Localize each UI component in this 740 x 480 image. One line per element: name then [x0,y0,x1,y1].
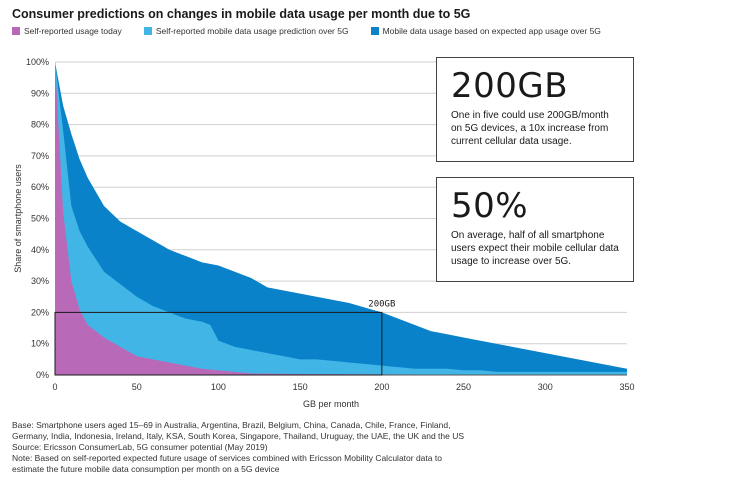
legend-item-prediction-5g: Self-reported mobile data usage predicti… [143,26,349,36]
legend-item-usage-today: Self-reported usage today [12,26,122,36]
annotation-200gb-label: 200GB [368,299,395,309]
callout-50pct-text: On average, half of all smartphone users… [451,230,619,267]
y-tick-label: 0% [36,370,49,380]
footnote-source: Source: Ericsson ConsumerLab, 5G consume… [12,442,268,452]
x-tick-label: 0 [52,382,57,392]
legend-swatch-app-usage-5g [370,27,379,35]
callout-200gb-value: 200GB [451,66,569,106]
x-tick-label: 200 [374,382,389,392]
footnotes: Base: Smartphone users aged 15–69 in Aus… [12,420,732,475]
y-axis-title: Share of smartphone users [13,164,23,273]
legend-item-app-usage-5g: Mobile data usage based on expected app … [370,26,601,36]
area-series-0 [55,62,627,375]
callout-50pct: 50% On average, half of all smartphone u… [436,177,634,282]
x-tick-label: 350 [619,382,634,392]
legend-label-app-usage-5g: Mobile data usage based on expected app … [382,26,601,36]
legend-swatch-usage-today [12,27,20,35]
footnote-base-2: Germany, India, Indonesia, Ireland, Ital… [12,431,465,441]
footnote-note-1: Note: Based on self-reported expected fu… [12,453,442,463]
y-tick-label: 100% [26,57,49,67]
x-tick-label: 50 [132,382,142,392]
legend-swatch-prediction-5g [143,27,152,35]
y-tick-label: 10% [31,339,49,349]
callout-200gb-text: One in five could use 200GB/month on 5G … [451,110,609,147]
footnote-note-2: estimate the future mobile data consumpt… [12,464,280,474]
legend: Self-reported usage today Self-reported … [12,26,623,36]
footnote-base-1: Base: Smartphone users aged 15–69 in Aus… [12,420,451,430]
x-axis-title: GB per month [303,399,359,409]
callout-50pct-value: 50% [451,186,529,226]
x-tick-label: 150 [293,382,308,392]
area-series-2 [55,62,627,375]
x-tick-label: 100 [211,382,226,392]
y-tick-label: 40% [31,245,49,255]
y-tick-label: 50% [31,214,49,224]
x-tick-label: 300 [538,382,553,392]
annotation-200gb-box [54,311,383,376]
y-tick-label: 20% [31,307,49,317]
x-tick-label: 250 [456,382,471,392]
y-tick-label: 30% [31,276,49,286]
y-tick-label: 70% [31,151,49,161]
area-chart: 0% 10% 20% 30% 40% 50% 60% 70% 80% 90% 100% 0 50 100 1… [13,57,635,409]
y-tick-label: 60% [31,182,49,192]
callout-200gb: 200GB One in five could use 200GB/month … [436,57,634,162]
y-tick-label: 80% [31,120,49,130]
y-tick-label: 90% [31,88,49,98]
chart-title: Consumer predictions on changes in mobil… [12,7,471,21]
legend-label-prediction-5g: Self-reported mobile data usage predicti… [155,26,349,36]
legend-label-usage-today: Self-reported usage today [24,26,122,36]
